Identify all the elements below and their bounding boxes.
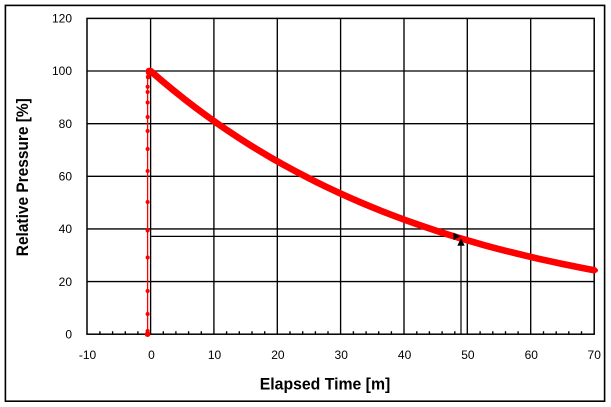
svg-text:10: 10 — [208, 348, 222, 362]
svg-text:Elapsed Time [m]: Elapsed Time [m] — [260, 374, 391, 393]
svg-text:20: 20 — [59, 275, 73, 289]
svg-text:0: 0 — [148, 348, 155, 362]
svg-text:Relative Pressure [%]: Relative Pressure [%] — [13, 98, 32, 256]
svg-text:100: 100 — [52, 64, 72, 78]
svg-text:0: 0 — [65, 327, 72, 341]
svg-text:60: 60 — [525, 348, 539, 362]
svg-text:70: 70 — [588, 348, 602, 362]
svg-text:30: 30 — [335, 348, 349, 362]
svg-text:60: 60 — [59, 170, 73, 184]
svg-text:50: 50 — [461, 348, 475, 362]
svg-text:40: 40 — [59, 222, 73, 236]
svg-text:80: 80 — [59, 117, 73, 131]
svg-text:20: 20 — [271, 348, 285, 362]
svg-text:-10: -10 — [79, 348, 97, 362]
svg-text:120: 120 — [52, 12, 72, 26]
svg-text:40: 40 — [398, 348, 412, 362]
